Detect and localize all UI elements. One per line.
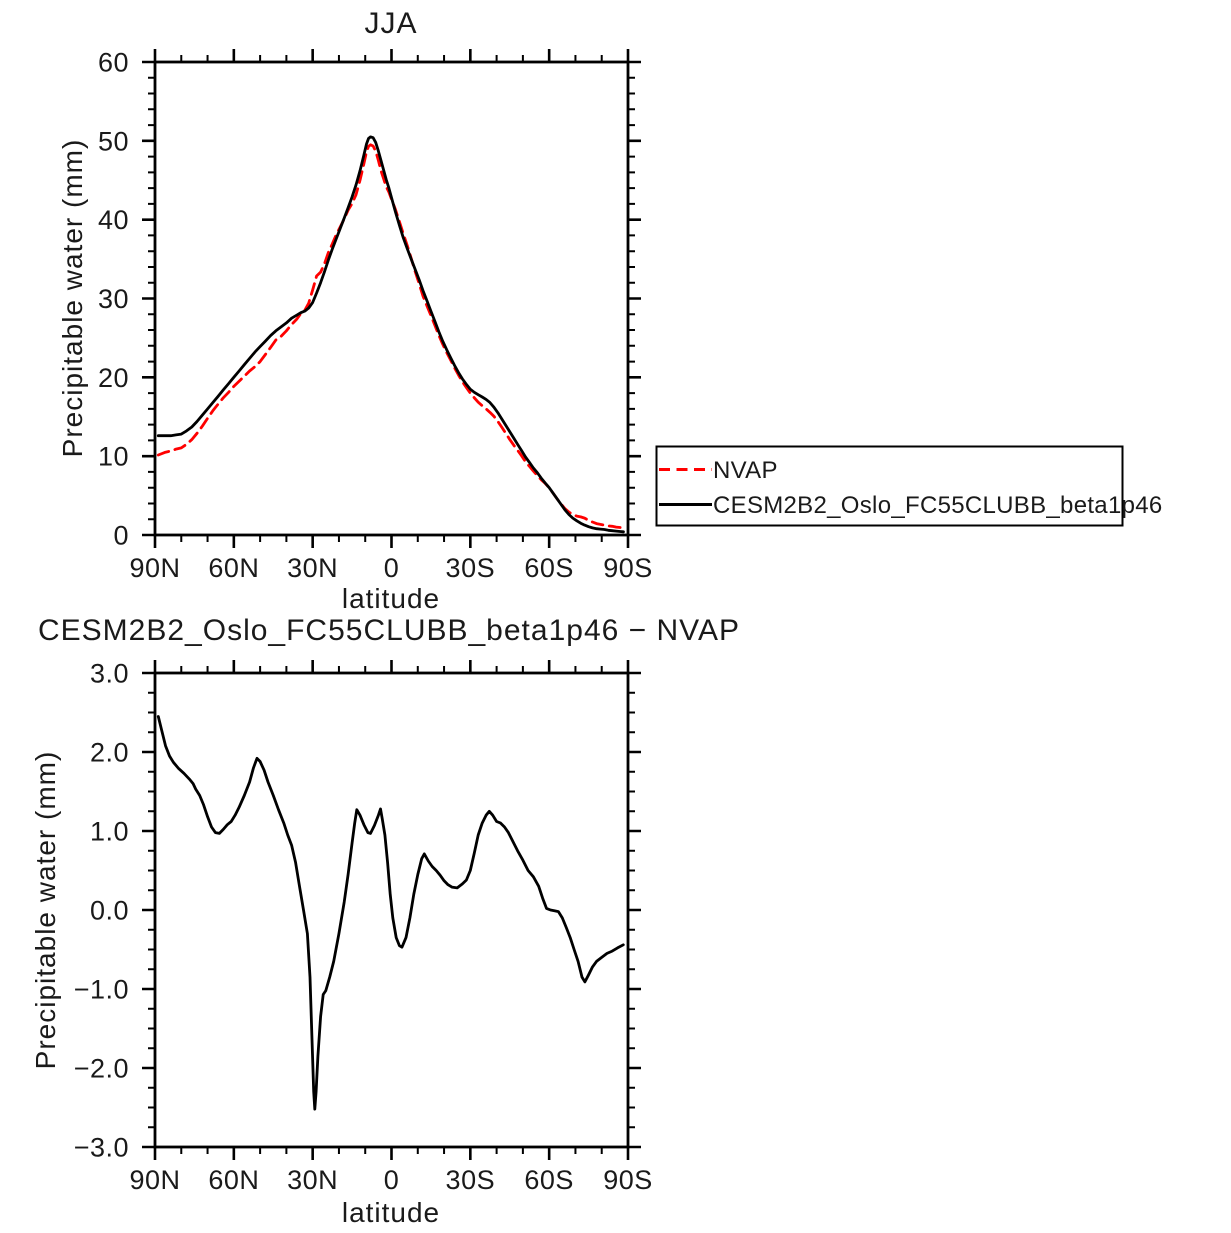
curve-nvap xyxy=(156,143,625,530)
y-tick-label: −2.0 xyxy=(74,1054,129,1084)
axes-frame xyxy=(153,60,630,537)
x-tick-label: 0 xyxy=(384,1165,400,1195)
y-tick-label: 2.0 xyxy=(90,738,129,768)
x-tick-label: 30S xyxy=(446,553,496,583)
bottom-panel-title: CESM2B2_Oslo_FC55CLUBB_beta1p46 − NVAP xyxy=(38,614,740,647)
y-tick-label: 0.0 xyxy=(90,896,129,926)
x-tick-label: 60N xyxy=(208,1165,259,1195)
y-tick-label: 0 xyxy=(113,521,129,551)
y-tick-label: −3.0 xyxy=(74,1133,129,1163)
major-ticks xyxy=(142,49,641,548)
x-tick-label: 30N xyxy=(287,553,338,583)
top-panel: JJA Precipitable water (mm) latitude 90N… xyxy=(57,7,653,614)
legend: NVAP CESM2B2_Oslo_FC55CLUBB_beta1p46 xyxy=(655,445,1163,527)
y-tick-label: 50 xyxy=(98,126,129,156)
top-panel-yaxis-label: Precipitable water (mm) xyxy=(57,139,88,458)
top-panel-title: JJA xyxy=(364,7,417,40)
major-ticks xyxy=(142,660,641,1160)
y-tick-label: 20 xyxy=(98,363,129,393)
x-tick-label: 30S xyxy=(446,1165,496,1195)
legend-box xyxy=(655,445,1124,527)
x-tick-label: 60N xyxy=(208,553,259,583)
bottom-panel-yaxis-label: Precipitable water (mm) xyxy=(30,751,61,1070)
legend-label-nvap: NVAP xyxy=(713,457,778,484)
curve-cesm2b2-oslo-fc55clubb-beta1p46-nvap xyxy=(156,715,625,1111)
top-panel-plot-area: 90N 60N 30N 0 30S 60S 90S 0 10 20 30 40 50 60 xyxy=(98,48,653,584)
y-tick-label: 40 xyxy=(98,205,129,235)
bottom-panel-xaxis-label: latitude xyxy=(342,1197,440,1228)
bottom-panel: CESM2B2_Oslo_FC55CLUBB_beta1p46 − NVAP P… xyxy=(30,614,740,1228)
minor-ticks xyxy=(148,55,635,542)
y-tick-label: 1.0 xyxy=(90,817,129,847)
x-tick-label: 90S xyxy=(603,1165,653,1195)
y-tick-label: 30 xyxy=(98,284,129,314)
x-tick-label: 60S xyxy=(524,1165,574,1195)
x-tick-label: 60S xyxy=(524,553,574,583)
x-tick-label: 90N xyxy=(129,553,180,583)
minor-ticks xyxy=(148,666,635,1154)
x-tick-label: 90S xyxy=(603,553,653,583)
y-tick-label: 10 xyxy=(98,442,129,472)
y-tick-label: −1.0 xyxy=(74,975,129,1005)
x-tick-label: 30N xyxy=(287,1165,338,1195)
bottom-panel-plot-area: 90N 60N 30N 0 30S 60S 90S −3.0 −2.0 −1.0 0.0 1.0 2.0… xyxy=(74,659,653,1196)
legend-label-cesm: CESM2B2_Oslo_FC55CLUBB_beta1p46 xyxy=(713,492,1163,519)
y-tick-label: 60 xyxy=(98,48,129,78)
top-panel-xaxis-label: latitude xyxy=(342,583,440,614)
curve-cesm2b2-oslo-fc55clubb-beta1p46 xyxy=(156,135,625,534)
y-tick-label: 3.0 xyxy=(90,659,129,689)
x-tick-label: 0 xyxy=(384,553,400,583)
x-tick-label: 90N xyxy=(129,1165,180,1195)
